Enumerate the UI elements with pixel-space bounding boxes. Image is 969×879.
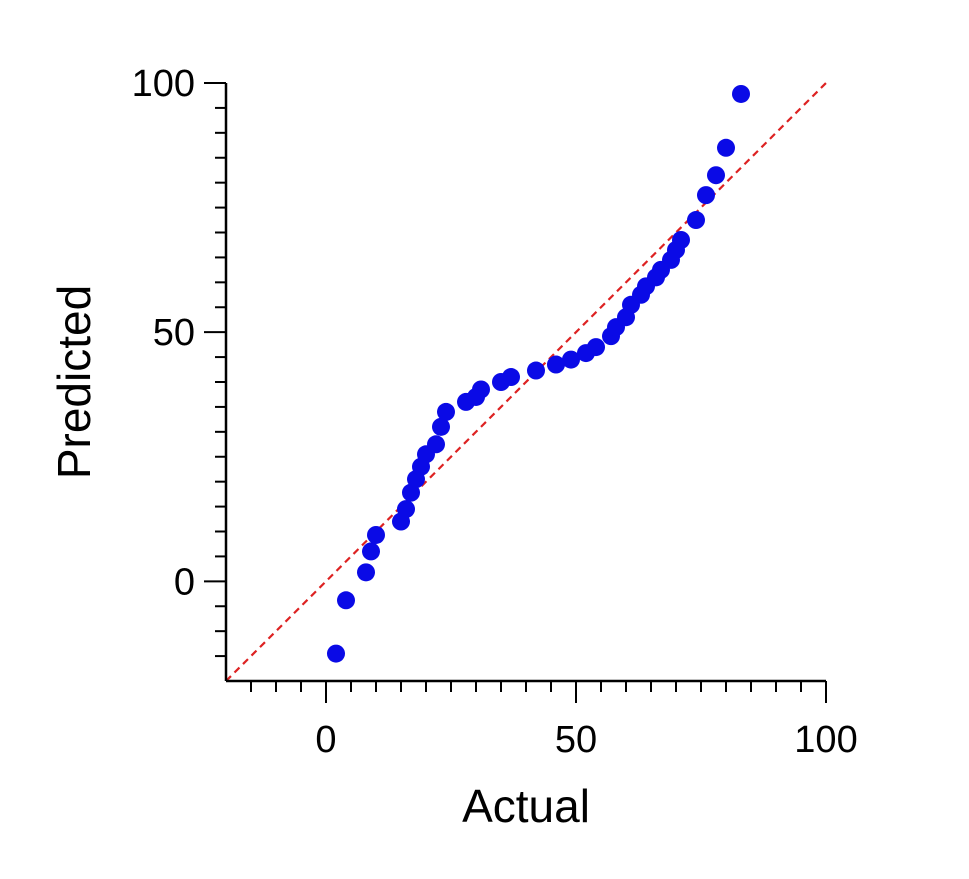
data-point xyxy=(672,230,690,249)
data-point xyxy=(357,563,375,582)
x-axis-title: Actual xyxy=(462,780,590,832)
data-point xyxy=(367,525,385,544)
data-point xyxy=(432,417,450,436)
data-point xyxy=(547,355,565,374)
y-tick-label: 50 xyxy=(153,312,195,354)
data-point xyxy=(717,138,735,157)
data-point xyxy=(397,500,415,519)
data-point xyxy=(437,402,455,421)
y-axis-title: Predicted xyxy=(48,285,100,479)
data-point xyxy=(687,211,705,230)
x-tick-label: 100 xyxy=(794,719,857,761)
data-point xyxy=(732,84,750,103)
y-tick-label: 0 xyxy=(174,561,195,603)
data-point xyxy=(427,435,445,454)
data-point xyxy=(362,542,380,561)
x-tick-label: 50 xyxy=(555,719,597,761)
points-layer xyxy=(327,84,750,663)
data-point xyxy=(527,361,545,380)
reference-line-layer xyxy=(225,82,827,682)
data-point xyxy=(707,166,725,185)
reference-line xyxy=(225,82,827,682)
y-tick-label: 100 xyxy=(132,63,195,105)
data-point xyxy=(337,591,355,610)
data-point xyxy=(327,644,345,663)
ticks-layer: 0 50 100 0 50 100 xyxy=(132,63,858,761)
x-tick-label: 0 xyxy=(315,719,336,761)
data-point xyxy=(697,186,715,205)
data-point xyxy=(472,380,490,399)
data-point xyxy=(502,368,520,387)
data-point xyxy=(562,350,580,369)
data-point xyxy=(587,338,605,357)
